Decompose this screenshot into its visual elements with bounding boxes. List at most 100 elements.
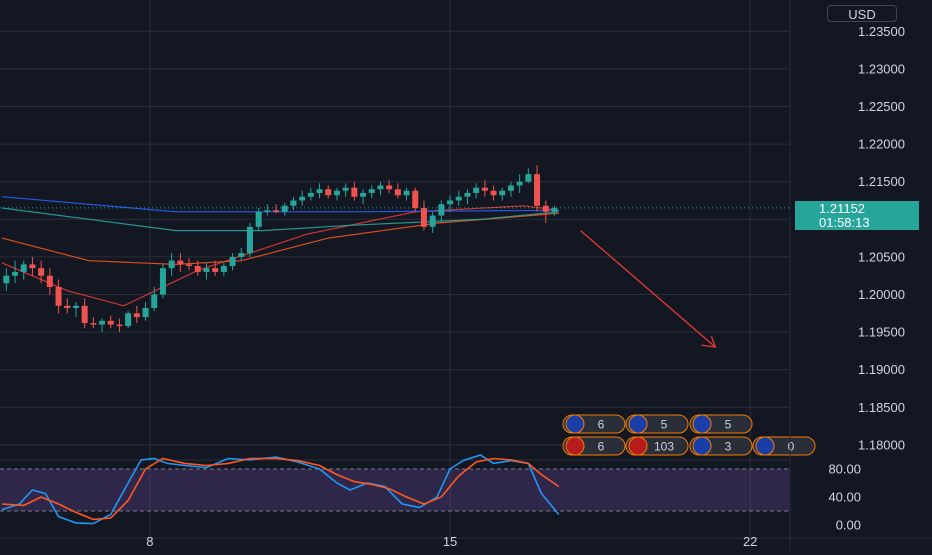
candle-body[interactable] — [90, 323, 97, 325]
candle-body[interactable] — [377, 185, 384, 190]
candle-body[interactable] — [464, 192, 471, 197]
event-badge-count: 3 — [725, 440, 732, 454]
candle-body[interactable] — [142, 308, 149, 318]
candle-body[interactable] — [333, 190, 340, 196]
candle-body[interactable] — [151, 294, 158, 309]
candle-body[interactable] — [360, 192, 367, 197]
candle-body[interactable] — [38, 268, 45, 276]
candle-body[interactable] — [64, 305, 71, 309]
candle-body[interactable] — [212, 268, 219, 272]
price-tick-label: 1.22000 — [858, 137, 905, 152]
candle-body[interactable] — [499, 190, 506, 196]
candle-body[interactable] — [342, 187, 349, 191]
event-badge-count: 5 — [661, 418, 668, 432]
price-tick-label: 1.19500 — [858, 325, 905, 340]
price-tick-label: 1.18500 — [858, 400, 905, 415]
candle-body[interactable] — [525, 174, 532, 182]
price-tick-label: 1.20000 — [858, 287, 905, 302]
candle-body[interactable] — [481, 187, 488, 191]
candle-body[interactable] — [55, 286, 62, 306]
candle-body[interactable] — [29, 264, 36, 269]
eu-flag-icon — [692, 414, 712, 434]
candle-body[interactable] — [534, 174, 541, 206]
candle-body[interactable] — [203, 268, 210, 272]
candle-body[interactable] — [516, 181, 523, 186]
stochastic-tick-label: 0.00 — [836, 518, 861, 533]
candle-body[interactable] — [177, 260, 184, 265]
candle-body[interactable] — [473, 187, 480, 193]
price-tick-label: 1.18000 — [858, 437, 905, 452]
candle-body[interactable] — [507, 185, 514, 191]
price-tick-label: 1.23500 — [858, 24, 905, 39]
candle-body[interactable] — [447, 200, 454, 205]
candle-body[interactable] — [116, 324, 123, 327]
candle-body[interactable] — [3, 275, 10, 284]
candle-body[interactable] — [455, 196, 462, 201]
candle-body[interactable] — [20, 264, 27, 272]
time-tick-label: 15 — [443, 534, 457, 549]
usd-badge[interactable]: USD — [827, 5, 897, 22]
candle-body[interactable] — [551, 208, 558, 212]
candle-body[interactable] — [420, 208, 427, 227]
candle-body[interactable] — [542, 205, 549, 212]
projection-arrow-head — [701, 335, 717, 348]
candle-body[interactable] — [307, 192, 314, 197]
candle-body[interactable] — [186, 264, 193, 266]
time-tick-label: 8 — [146, 534, 153, 549]
event-badge-count: 103 — [654, 440, 674, 454]
candle-body[interactable] — [368, 189, 375, 193]
candle-body[interactable] — [12, 271, 19, 276]
moving-average-line — [1, 196, 559, 213]
candle-body[interactable] — [168, 260, 175, 269]
price-tick-label: 1.22500 — [858, 99, 905, 114]
candle-body[interactable] — [159, 268, 166, 295]
candle-body[interactable] — [394, 189, 401, 196]
candle-body[interactable] — [229, 256, 236, 266]
moving-average-line — [1, 207, 559, 232]
candle-body[interactable] — [429, 215, 436, 227]
candle-body[interactable] — [273, 210, 280, 212]
price-tick-label: 1.20500 — [858, 249, 905, 264]
candle-body[interactable] — [325, 189, 332, 196]
eu-flag-icon — [692, 436, 712, 456]
candle-body[interactable] — [133, 313, 140, 318]
candle-body[interactable] — [238, 253, 245, 257]
event-badge-count: 6 — [598, 418, 605, 432]
bar-countdown-label: 01:58:13 — [795, 216, 919, 230]
current-price-label: 1.21152 — [795, 201, 919, 216]
candle-body[interactable] — [281, 205, 288, 212]
candle-body[interactable] — [220, 265, 227, 272]
candle-body[interactable] — [490, 190, 497, 196]
projection-arrow[interactable] — [580, 230, 716, 348]
eu-flag-icon — [755, 436, 775, 456]
stochastic-tick-label: 40.00 — [828, 490, 861, 505]
candle-body[interactable] — [194, 265, 201, 272]
event-badge-count: 0 — [788, 440, 795, 454]
candle-body[interactable] — [81, 305, 88, 324]
candle-body[interactable] — [316, 189, 323, 193]
candle-body[interactable] — [246, 226, 253, 254]
candle-body[interactable] — [99, 320, 106, 325]
candle-body[interactable] — [264, 210, 271, 212]
candle-body[interactable] — [125, 313, 132, 327]
price-tick-label: 1.23000 — [858, 61, 905, 76]
candle-body[interactable] — [438, 204, 445, 216]
stochastic-tick-label: 80.00 — [828, 462, 861, 477]
candle-body[interactable] — [412, 190, 419, 209]
candle-body[interactable] — [46, 275, 53, 287]
candle-body[interactable] — [351, 187, 358, 197]
candle-body[interactable] — [386, 185, 393, 190]
candle-body[interactable] — [299, 196, 306, 201]
candle-body[interactable] — [72, 305, 79, 309]
stochastic-band — [0, 469, 790, 511]
candle-body[interactable] — [107, 320, 114, 325]
candle-body[interactable] — [255, 211, 262, 227]
time-tick-label: 22 — [743, 534, 757, 549]
price-tick-label: 1.19000 — [858, 362, 905, 377]
us-flag-icon — [565, 436, 585, 456]
candle-body[interactable] — [403, 190, 410, 196]
moving-average-line — [1, 212, 559, 266]
candle-body[interactable] — [290, 200, 297, 206]
